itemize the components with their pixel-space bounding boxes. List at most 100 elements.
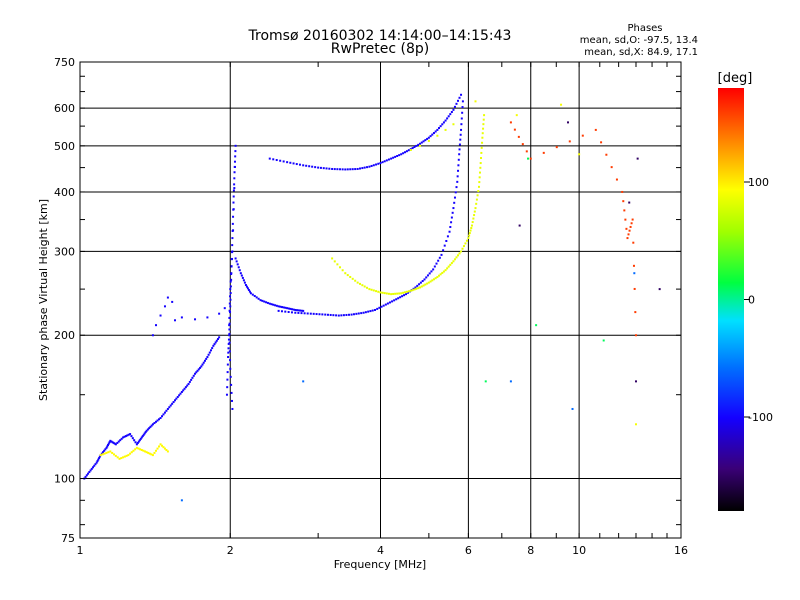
colorbar	[718, 88, 744, 511]
echo-point	[159, 314, 162, 317]
echo-point	[383, 292, 386, 295]
echo-point	[375, 163, 378, 166]
echo-point	[444, 128, 447, 131]
echo-point	[438, 274, 441, 277]
echo-point	[230, 257, 233, 260]
echo-point	[400, 292, 403, 295]
echo-point	[230, 383, 233, 386]
echo-point	[429, 280, 432, 283]
colorbar-ticks: -100 0 100	[744, 176, 773, 424]
echo-point	[384, 303, 387, 306]
x-tick-label: 1	[77, 544, 84, 557]
echo-point	[119, 439, 122, 442]
echo-point	[351, 277, 354, 280]
echo-point	[202, 361, 205, 364]
echo-point	[300, 309, 303, 312]
echo-point	[440, 253, 443, 256]
echo-point	[470, 224, 473, 227]
echo-point	[341, 269, 344, 272]
echo-point	[112, 453, 115, 456]
echo-point	[442, 249, 445, 252]
echo-point	[436, 134, 439, 137]
echo-point	[240, 274, 243, 277]
echo-point	[101, 451, 104, 454]
echo-point	[302, 380, 305, 383]
echo-point	[184, 386, 187, 389]
echo-point	[417, 143, 420, 146]
echo-point	[141, 435, 144, 438]
echo-point	[455, 256, 458, 259]
echo-point	[292, 308, 295, 311]
echo-point	[321, 313, 324, 316]
stats-heading: Phases	[627, 23, 662, 34]
echo-point	[237, 266, 240, 269]
echo-point	[228, 322, 231, 325]
echo-point	[346, 274, 349, 277]
echo-point	[623, 209, 626, 212]
colorbar-tick-label: 100	[748, 176, 769, 189]
echo-point	[482, 123, 485, 126]
echo-point	[471, 221, 474, 224]
echo-point	[225, 393, 228, 396]
echo-point	[482, 118, 485, 121]
x-axis-ticks: 1 2 4 6 8 10 16	[77, 62, 688, 557]
echo-point	[96, 460, 99, 463]
echo-point	[446, 235, 449, 238]
echo-point	[205, 357, 208, 360]
echo-point	[458, 143, 461, 146]
echo-point	[290, 311, 293, 314]
x-tick-label: 16	[674, 544, 688, 557]
echo-point	[275, 159, 278, 162]
echo-point	[632, 264, 635, 267]
echo-point	[535, 324, 538, 327]
echo-point	[480, 146, 483, 149]
echo-point	[439, 125, 442, 128]
echo-point	[484, 380, 487, 383]
echo-point	[467, 237, 470, 240]
y-axis-ticks: 75 100 200 300 400 500 600 750	[54, 56, 681, 545]
echo-point	[162, 446, 165, 449]
echo-point	[350, 313, 353, 316]
echo-point	[229, 305, 232, 308]
echo-point	[385, 292, 388, 295]
echo-point	[284, 306, 287, 309]
echo-point	[415, 287, 418, 290]
echo-point	[460, 117, 463, 120]
echo-point	[242, 279, 245, 282]
echo-point	[266, 301, 269, 304]
echo-point	[396, 292, 399, 295]
echo-point	[333, 168, 336, 171]
echo-point	[459, 133, 462, 136]
echo-point	[114, 454, 117, 457]
echo-point	[123, 435, 126, 438]
echo-point	[420, 141, 423, 144]
echo-point	[364, 311, 367, 314]
echo-point	[479, 166, 482, 169]
echo-point	[218, 336, 221, 339]
echo-point	[287, 311, 290, 313]
echo-point	[314, 166, 317, 169]
echo-point	[418, 283, 421, 286]
echo-point	[103, 452, 106, 455]
echo-point	[229, 280, 232, 283]
echo-point	[414, 286, 417, 289]
echo-point	[352, 313, 355, 316]
echo-point	[455, 102, 458, 105]
echo-point	[468, 232, 471, 235]
echo-point	[474, 100, 477, 103]
echo-point	[148, 427, 151, 430]
echo-point	[436, 276, 439, 279]
echo-point	[230, 391, 233, 394]
echo-point	[103, 449, 106, 452]
echo-point	[234, 155, 237, 158]
echo-point	[261, 299, 264, 302]
echo-point	[233, 165, 236, 168]
echo-point	[449, 113, 452, 116]
echo-point	[187, 382, 190, 385]
echo-point	[453, 201, 456, 204]
echo-point	[116, 456, 119, 459]
echo-point	[190, 378, 193, 381]
echo-point	[89, 469, 92, 472]
echo-point	[131, 437, 134, 440]
